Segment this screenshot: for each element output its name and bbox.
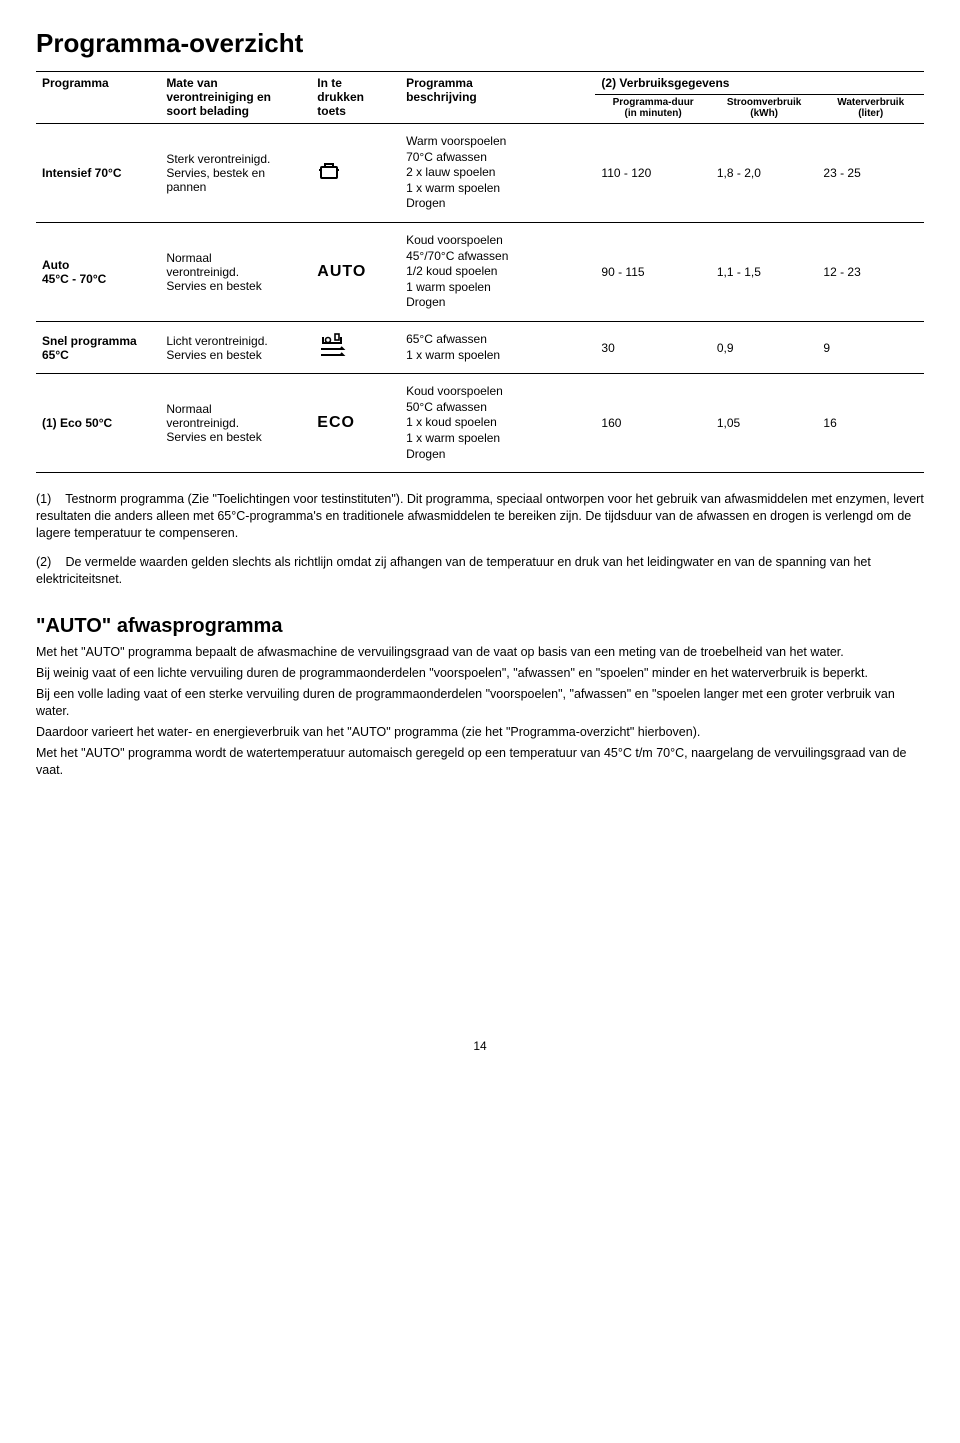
footnote-2: (2) De vermelde waarden gelden slechts a… — [36, 554, 924, 588]
cell-desc: 65°C afwassen1 x warm spoelen — [400, 321, 595, 373]
cell-key: AUTO — [311, 222, 400, 321]
footnote-2-text: De vermelde waarden gelden slechts als r… — [36, 555, 871, 586]
cell-duration: 160 — [595, 374, 710, 473]
cell-duration: 90 - 115 — [595, 222, 710, 321]
cell-soil: Licht verontreinigd.Servies en bestek — [160, 321, 311, 373]
th-consumption-group: (2) Verbruiksgegevens — [595, 72, 924, 95]
program-table: Programma Mate vanverontreiniging ensoor… — [36, 71, 924, 473]
table-row: Intensief 70°CSterk verontreinigd.Servie… — [36, 124, 924, 223]
cell-soil: Sterk verontreinigd.Servies, bestek enpa… — [160, 124, 311, 223]
cell-key — [311, 124, 400, 223]
auto-section-body: Met het "AUTO" programma bepaalt de afwa… — [36, 644, 924, 778]
table-row: Snel programma65°CLicht verontreinigd.Se… — [36, 321, 924, 373]
auto-p4: Daardoor varieert het water- en energiev… — [36, 724, 924, 741]
th-water: Waterverbruik(liter) — [817, 95, 924, 124]
cell-program: (1) Eco 50°C — [36, 374, 160, 473]
table-row: Auto45°C - 70°CNormaalverontreinigd.Serv… — [36, 222, 924, 321]
auto-p1: Met het "AUTO" programma bepaalt de afwa… — [36, 644, 924, 661]
cell-key — [311, 321, 400, 373]
footnote-1: (1) Testnorm programma (Zie "Toelichting… — [36, 491, 924, 542]
cell-program: Intensief 70°C — [36, 124, 160, 223]
footnote-1-text: Testnorm programma (Zie "Toelichtingen v… — [36, 492, 924, 540]
th-desc: Programmabeschrijving — [400, 72, 595, 124]
cell-desc: Koud voorspoelen45°/70°C afwassen1/2 kou… — [400, 222, 595, 321]
cell-power: 1,05 — [711, 374, 818, 473]
th-soil: Mate vanverontreiniging ensoort belading — [160, 72, 311, 124]
cell-water: 16 — [817, 374, 924, 473]
page-title: Programma-overzicht — [36, 28, 924, 59]
cell-duration: 110 - 120 — [595, 124, 710, 223]
table-row: (1) Eco 50°CNormaalverontreinigd.Servies… — [36, 374, 924, 473]
cell-power: 1,8 - 2,0 — [711, 124, 818, 223]
cell-program: Auto45°C - 70°C — [36, 222, 160, 321]
auto-section-heading: "AUTO" afwasprogramma — [36, 615, 924, 638]
cell-duration: 30 — [595, 321, 710, 373]
cell-water: 12 - 23 — [817, 222, 924, 321]
cell-water: 23 - 25 — [817, 124, 924, 223]
cell-soil: Normaalverontreinigd.Servies en bestek — [160, 374, 311, 473]
cell-desc: Warm voorspoelen70°C afwassen2 x lauw sp… — [400, 124, 595, 223]
tray-icon — [317, 348, 347, 362]
cell-program: Snel programma65°C — [36, 321, 160, 373]
th-key: In tedrukkentoets — [311, 72, 400, 124]
footnote-2-tag: (2) — [36, 554, 62, 571]
auto-p2: Bij weinig vaat of een lichte vervuiling… — [36, 665, 924, 682]
page-number: 14 — [36, 1039, 924, 1053]
th-program: Programma — [36, 72, 160, 124]
cell-soil: Normaalverontreinigd.Servies en bestek — [160, 222, 311, 321]
auto-p3: Bij een volle lading vaat of een sterke … — [36, 686, 924, 720]
cell-power: 1,1 - 1,5 — [711, 222, 818, 321]
pot-icon — [317, 170, 341, 184]
auto-p5: Met het "AUTO" programma wordt de watert… — [36, 745, 924, 779]
cell-key: ECO — [311, 374, 400, 473]
footnote-1-tag: (1) — [36, 491, 62, 508]
th-duration: Programma-duur(in minuten) — [595, 95, 710, 124]
footnotes: (1) Testnorm programma (Zie "Toelichting… — [36, 491, 924, 587]
key-label: ECO — [317, 414, 355, 431]
cell-water: 9 — [817, 321, 924, 373]
th-power: Stroomverbruik(kWh) — [711, 95, 818, 124]
key-label: AUTO — [317, 263, 366, 280]
cell-desc: Koud voorspoelen50°C afwassen1 x koud sp… — [400, 374, 595, 473]
cell-power: 0,9 — [711, 321, 818, 373]
